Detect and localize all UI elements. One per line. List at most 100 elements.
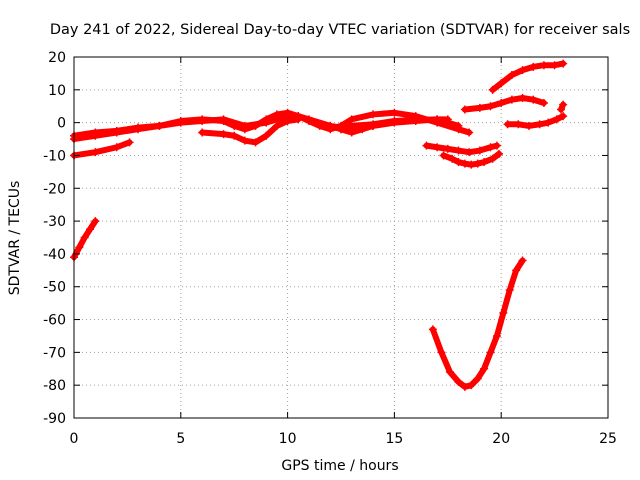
data-point — [240, 136, 249, 145]
y-tick-label: -60 — [43, 313, 66, 329]
data-point — [559, 100, 568, 109]
data-point — [507, 71, 516, 80]
series-trace-n — [557, 100, 568, 114]
data-point — [240, 121, 249, 130]
data-point — [251, 138, 260, 147]
data-point — [518, 256, 527, 265]
data-point — [369, 120, 378, 129]
data-point — [112, 143, 121, 152]
series-trace-m — [488, 59, 568, 94]
y-tick-label: -40 — [43, 247, 66, 263]
data-point — [454, 121, 463, 130]
data-point — [539, 98, 548, 107]
x-tick-label: 5 — [176, 431, 185, 447]
y-tick-label: -50 — [43, 280, 66, 296]
data-point — [460, 382, 469, 391]
series-trace-j — [428, 256, 527, 391]
data-point — [529, 95, 538, 104]
x-axis-label: GPS time / hours — [281, 458, 398, 474]
series-trace-k — [460, 94, 548, 114]
y-tick-label: -80 — [43, 378, 66, 394]
data-point — [112, 128, 121, 137]
data-point — [80, 233, 89, 242]
y-tick-label: -20 — [43, 181, 66, 197]
series-trace-e — [198, 115, 303, 147]
data-point — [454, 377, 463, 386]
data-point — [495, 149, 504, 158]
series-line — [429, 257, 526, 390]
data-point — [443, 144, 452, 153]
series-line — [71, 113, 377, 143]
x-tick-label: 0 — [70, 431, 79, 447]
y-axis-label: SDTVAR / TECUs — [7, 181, 23, 296]
data-point — [433, 143, 442, 152]
data-point — [524, 121, 533, 130]
data-point — [198, 128, 207, 137]
series-line — [71, 139, 133, 159]
data-point — [486, 143, 495, 152]
data-point — [91, 148, 100, 157]
data-point — [347, 121, 356, 130]
data-point — [294, 115, 303, 124]
series-trace-c — [70, 138, 134, 160]
x-tick-label: 15 — [385, 431, 403, 447]
data-point — [503, 120, 512, 129]
data-point — [272, 121, 281, 130]
y-tick-label: 10 — [48, 83, 66, 99]
y-tick-label: -10 — [43, 148, 66, 164]
data-point — [505, 286, 514, 295]
y-tick-label: -70 — [43, 345, 66, 361]
data-point — [488, 154, 497, 163]
series-trace-i — [439, 149, 504, 169]
data-point — [445, 368, 454, 377]
x-tick-label: 25 — [599, 431, 617, 447]
data-point — [176, 118, 185, 127]
data-point — [480, 364, 489, 373]
data-point — [448, 154, 457, 163]
data-point — [529, 62, 538, 71]
data-point — [475, 146, 484, 155]
data-point — [326, 121, 335, 130]
data-point — [337, 125, 345, 134]
series-trace-a — [70, 108, 474, 140]
x-tick-label: 20 — [492, 431, 510, 447]
data-point — [219, 115, 228, 124]
data-point — [283, 116, 292, 125]
data-point — [454, 158, 463, 167]
plot-frame — [73, 56, 609, 419]
data-point — [428, 325, 437, 334]
series-line — [489, 60, 567, 93]
data-point — [125, 138, 134, 147]
data-point — [559, 112, 568, 121]
grid-lines — [74, 57, 608, 418]
data-point — [514, 120, 523, 129]
data-point — [512, 266, 521, 275]
data-point — [460, 105, 469, 114]
y-tick-label: 20 — [48, 50, 66, 66]
axis-ticks — [73, 56, 609, 419]
data-point — [552, 115, 561, 124]
data-point — [465, 128, 474, 137]
y-tick-label: -30 — [43, 214, 66, 230]
data-point — [91, 217, 100, 226]
data-point — [86, 225, 95, 234]
data-point — [518, 66, 527, 75]
data-point — [467, 381, 476, 390]
data-point — [230, 131, 239, 140]
data-marks — [70, 59, 568, 391]
y-tick-label: 0 — [57, 116, 66, 132]
series-trace-d — [70, 217, 100, 262]
data-point — [433, 115, 442, 124]
x-tick-labels: 0 5 10 15 20 25 — [70, 431, 617, 447]
data-point — [75, 243, 84, 252]
data-point — [486, 348, 495, 357]
y-tick-label: -90 — [43, 411, 66, 427]
data-point — [422, 141, 431, 150]
data-point — [465, 148, 474, 157]
data-point — [390, 108, 399, 117]
data-point — [443, 118, 452, 127]
data-point — [460, 159, 469, 168]
data-point — [544, 118, 553, 127]
chart-title: Day 241 of 2022, Sidereal Day-to-day VTE… — [50, 22, 630, 38]
